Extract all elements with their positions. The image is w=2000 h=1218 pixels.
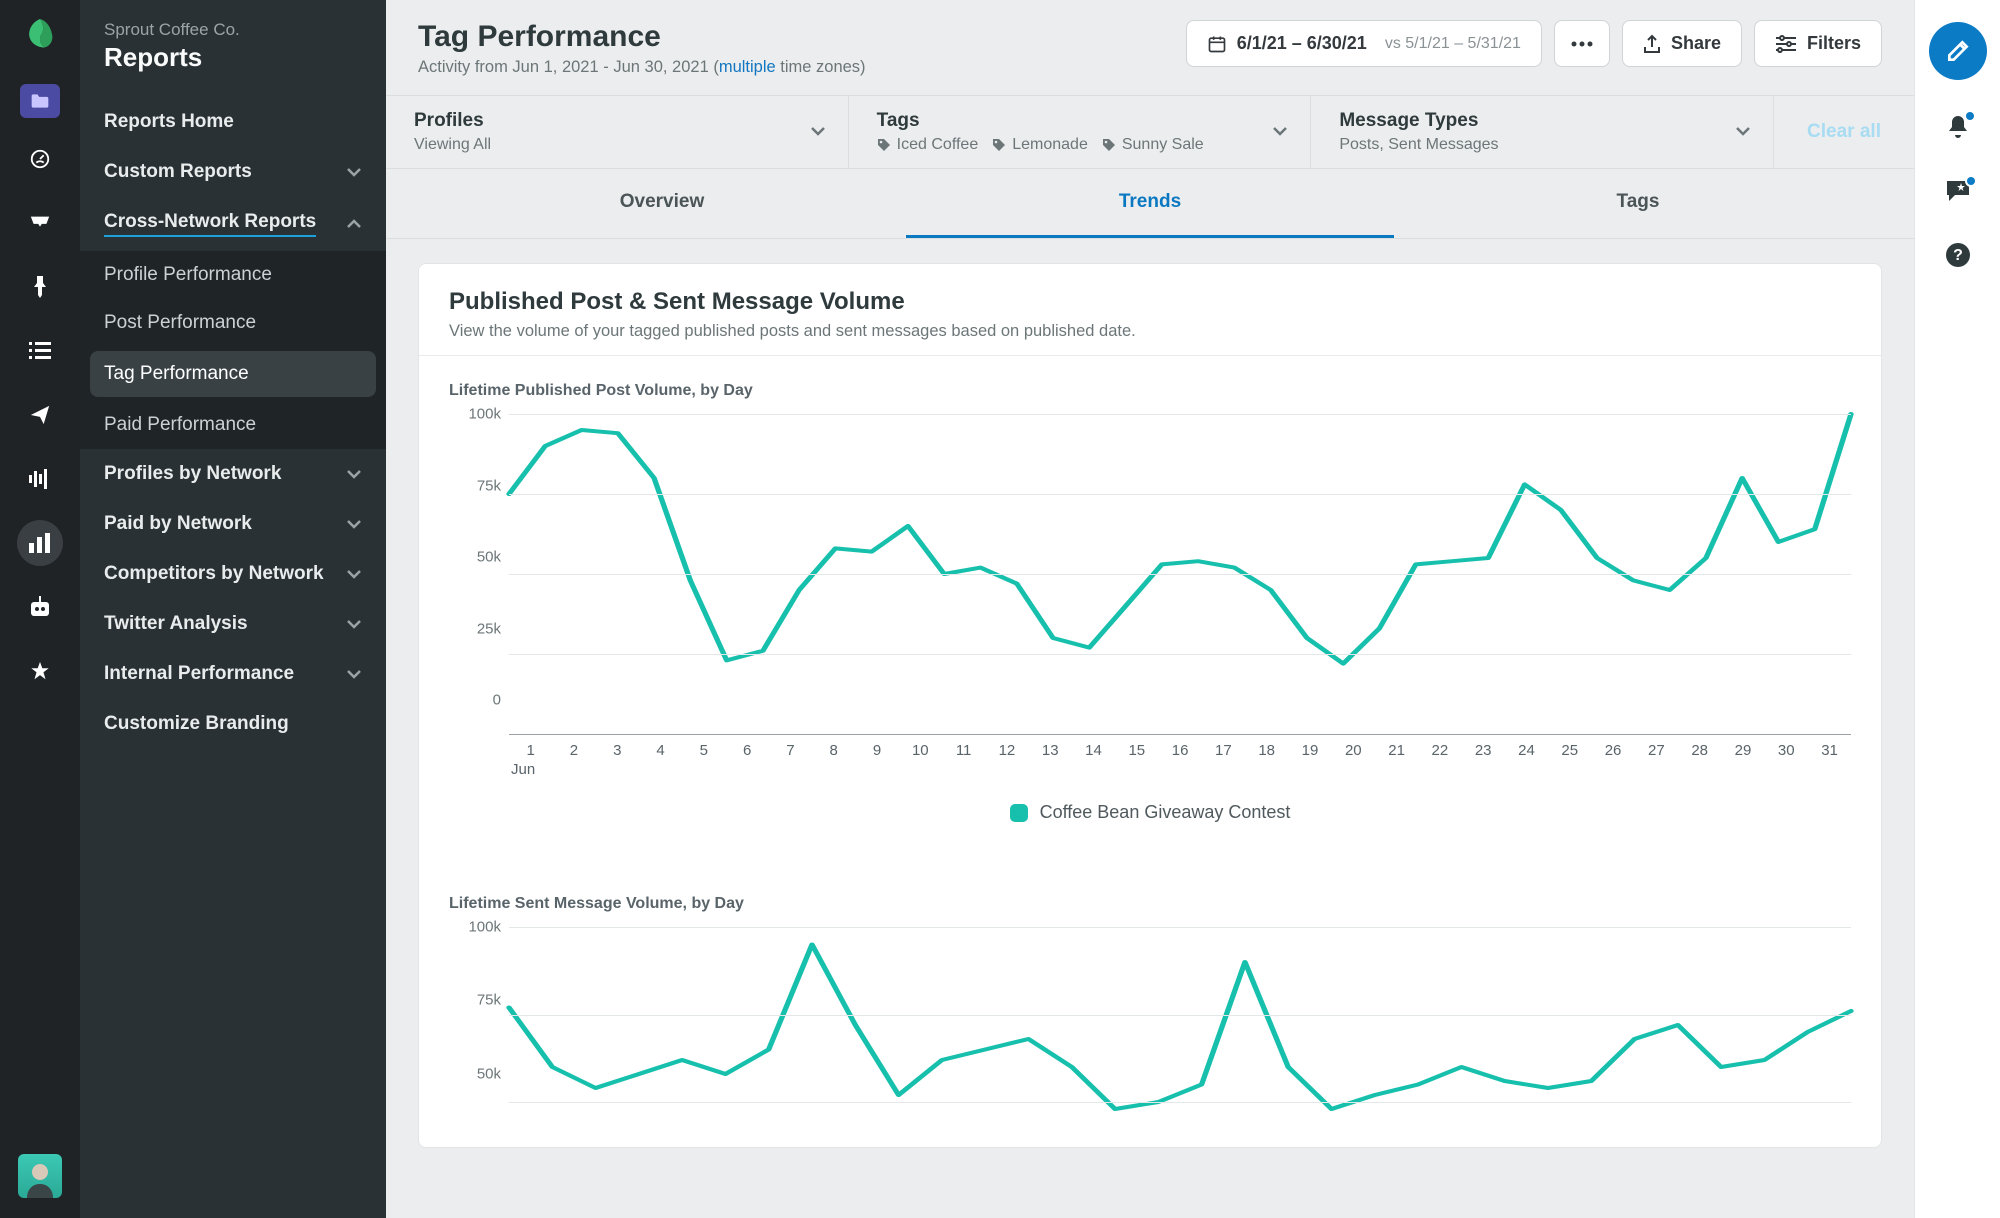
page-title: Tag Performance <box>418 20 866 54</box>
tab-tags[interactable]: Tags <box>1394 169 1882 238</box>
main-content: Tag Performance Activity from Jun 1, 202… <box>386 0 1914 1218</box>
rail-reports-icon[interactable] <box>17 520 63 566</box>
filter-profiles[interactable]: Profiles Viewing All <box>386 96 849 168</box>
share-button[interactable]: Share <box>1622 20 1742 67</box>
right-rail: ? <box>1914 0 2000 1218</box>
section-title: Reports <box>104 42 362 73</box>
content-area: Published Post & Sent Message Volume Vie… <box>386 239 1914 1172</box>
more-button[interactable] <box>1554 20 1610 67</box>
sidebar-item-competitors-by-network[interactable]: Competitors by Network <box>80 549 386 599</box>
tab-overview[interactable]: Overview <box>418 169 906 238</box>
chart-legend: Coffee Bean Giveaway Contest <box>449 778 1851 859</box>
sidebar-item-cross-network-reports[interactable]: Cross-Network Reports <box>80 197 386 251</box>
sidebar-header: Sprout Coffee Co. Reports <box>80 0 386 97</box>
tag-chip: Sunny Sale <box>1102 136 1204 154</box>
sidebar-item-custom-reports[interactable]: Custom Reports <box>80 147 386 197</box>
notification-dot <box>1964 110 1976 122</box>
tag-chip: Lemonade <box>992 136 1088 154</box>
timezone-link[interactable]: multiple <box>719 58 776 76</box>
chart-sent-messages: Lifetime Sent Message Volume, by Day 50k… <box>419 869 1881 1147</box>
sidebar-item-customize-branding[interactable]: Customize Branding <box>80 699 386 749</box>
sidebar-item-reports-home[interactable]: Reports Home <box>80 97 386 147</box>
rail-star-icon[interactable] <box>17 648 63 694</box>
chevron-down-icon <box>1272 123 1288 141</box>
rail-audio-icon[interactable] <box>17 456 63 502</box>
filter-message-types[interactable]: Message Types Posts, Sent Messages <box>1311 96 1774 168</box>
rail-gauge-icon[interactable] <box>17 136 63 182</box>
sidebar-sub-profile-performance[interactable]: Profile Performance <box>80 251 386 299</box>
sidebar-item-paid-by-network[interactable]: Paid by Network <box>80 499 386 549</box>
tag-chip: Iced Coffee <box>877 136 979 154</box>
filter-row: Profiles Viewing All Tags Iced CoffeeLem… <box>386 95 1914 169</box>
rail-bot-icon[interactable] <box>17 584 63 630</box>
sidebar: Sprout Coffee Co. Reports Reports HomeCu… <box>80 0 386 1218</box>
page-header: Tag Performance Activity from Jun 1, 202… <box>386 0 1914 77</box>
notification-dot <box>1965 175 1977 187</box>
help-icon[interactable]: ? <box>1945 242 1971 273</box>
header-actions: 6/1/21 – 6/30/21 vs 5/1/21 – 5/31/21 Sha… <box>1186 20 1882 67</box>
user-avatar[interactable] <box>18 1154 62 1198</box>
compose-button[interactable] <box>1929 22 1987 80</box>
sidebar-sub-post-performance[interactable]: Post Performance <box>80 299 386 347</box>
date-range-button[interactable]: 6/1/21 – 6/30/21 vs 5/1/21 – 5/31/21 <box>1186 20 1542 67</box>
icon-rail <box>0 0 80 1218</box>
card-title: Published Post & Sent Message Volume <box>449 288 1851 316</box>
clear-all-button[interactable]: Clear all <box>1774 96 1914 168</box>
feedback-icon[interactable] <box>1945 179 1971 208</box>
tabs: OverviewTrendsTags <box>386 169 1914 239</box>
rail-inbox-icon[interactable] <box>17 200 63 246</box>
logo-icon <box>20 14 60 54</box>
rail-send-icon[interactable] <box>17 392 63 438</box>
filters-button[interactable]: Filters <box>1754 20 1882 67</box>
tab-trends[interactable]: Trends <box>906 169 1394 238</box>
sidebar-item-profiles-by-network[interactable]: Profiles by Network <box>80 449 386 499</box>
svg-text:?: ? <box>1953 247 1963 264</box>
volume-card: Published Post & Sent Message Volume Vie… <box>418 263 1882 1148</box>
legend-swatch <box>1010 804 1028 822</box>
sidebar-item-twitter-analysis[interactable]: Twitter Analysis <box>80 599 386 649</box>
chevron-down-icon <box>1735 123 1751 141</box>
filter-tags[interactable]: Tags Iced CoffeeLemonadeSunny Sale <box>849 96 1312 168</box>
sidebar-sub-tag-performance[interactable]: Tag Performance <box>90 351 376 397</box>
rail-folder-icon[interactable] <box>20 84 60 118</box>
org-name: Sprout Coffee Co. <box>104 20 362 40</box>
notifications-icon[interactable] <box>1946 114 1970 145</box>
rail-list-icon[interactable] <box>17 328 63 374</box>
sidebar-item-internal-performance[interactable]: Internal Performance <box>80 649 386 699</box>
chart-published-posts: Lifetime Published Post Volume, by Day 0… <box>419 356 1881 869</box>
card-subtitle: View the volume of your tagged published… <box>449 322 1851 341</box>
rail-pin-icon[interactable] <box>17 264 63 310</box>
page-subtitle: Activity from Jun 1, 2021 - Jun 30, 2021… <box>418 58 866 77</box>
sidebar-sub-paid-performance[interactable]: Paid Performance <box>80 401 386 449</box>
chevron-down-icon <box>810 123 826 141</box>
